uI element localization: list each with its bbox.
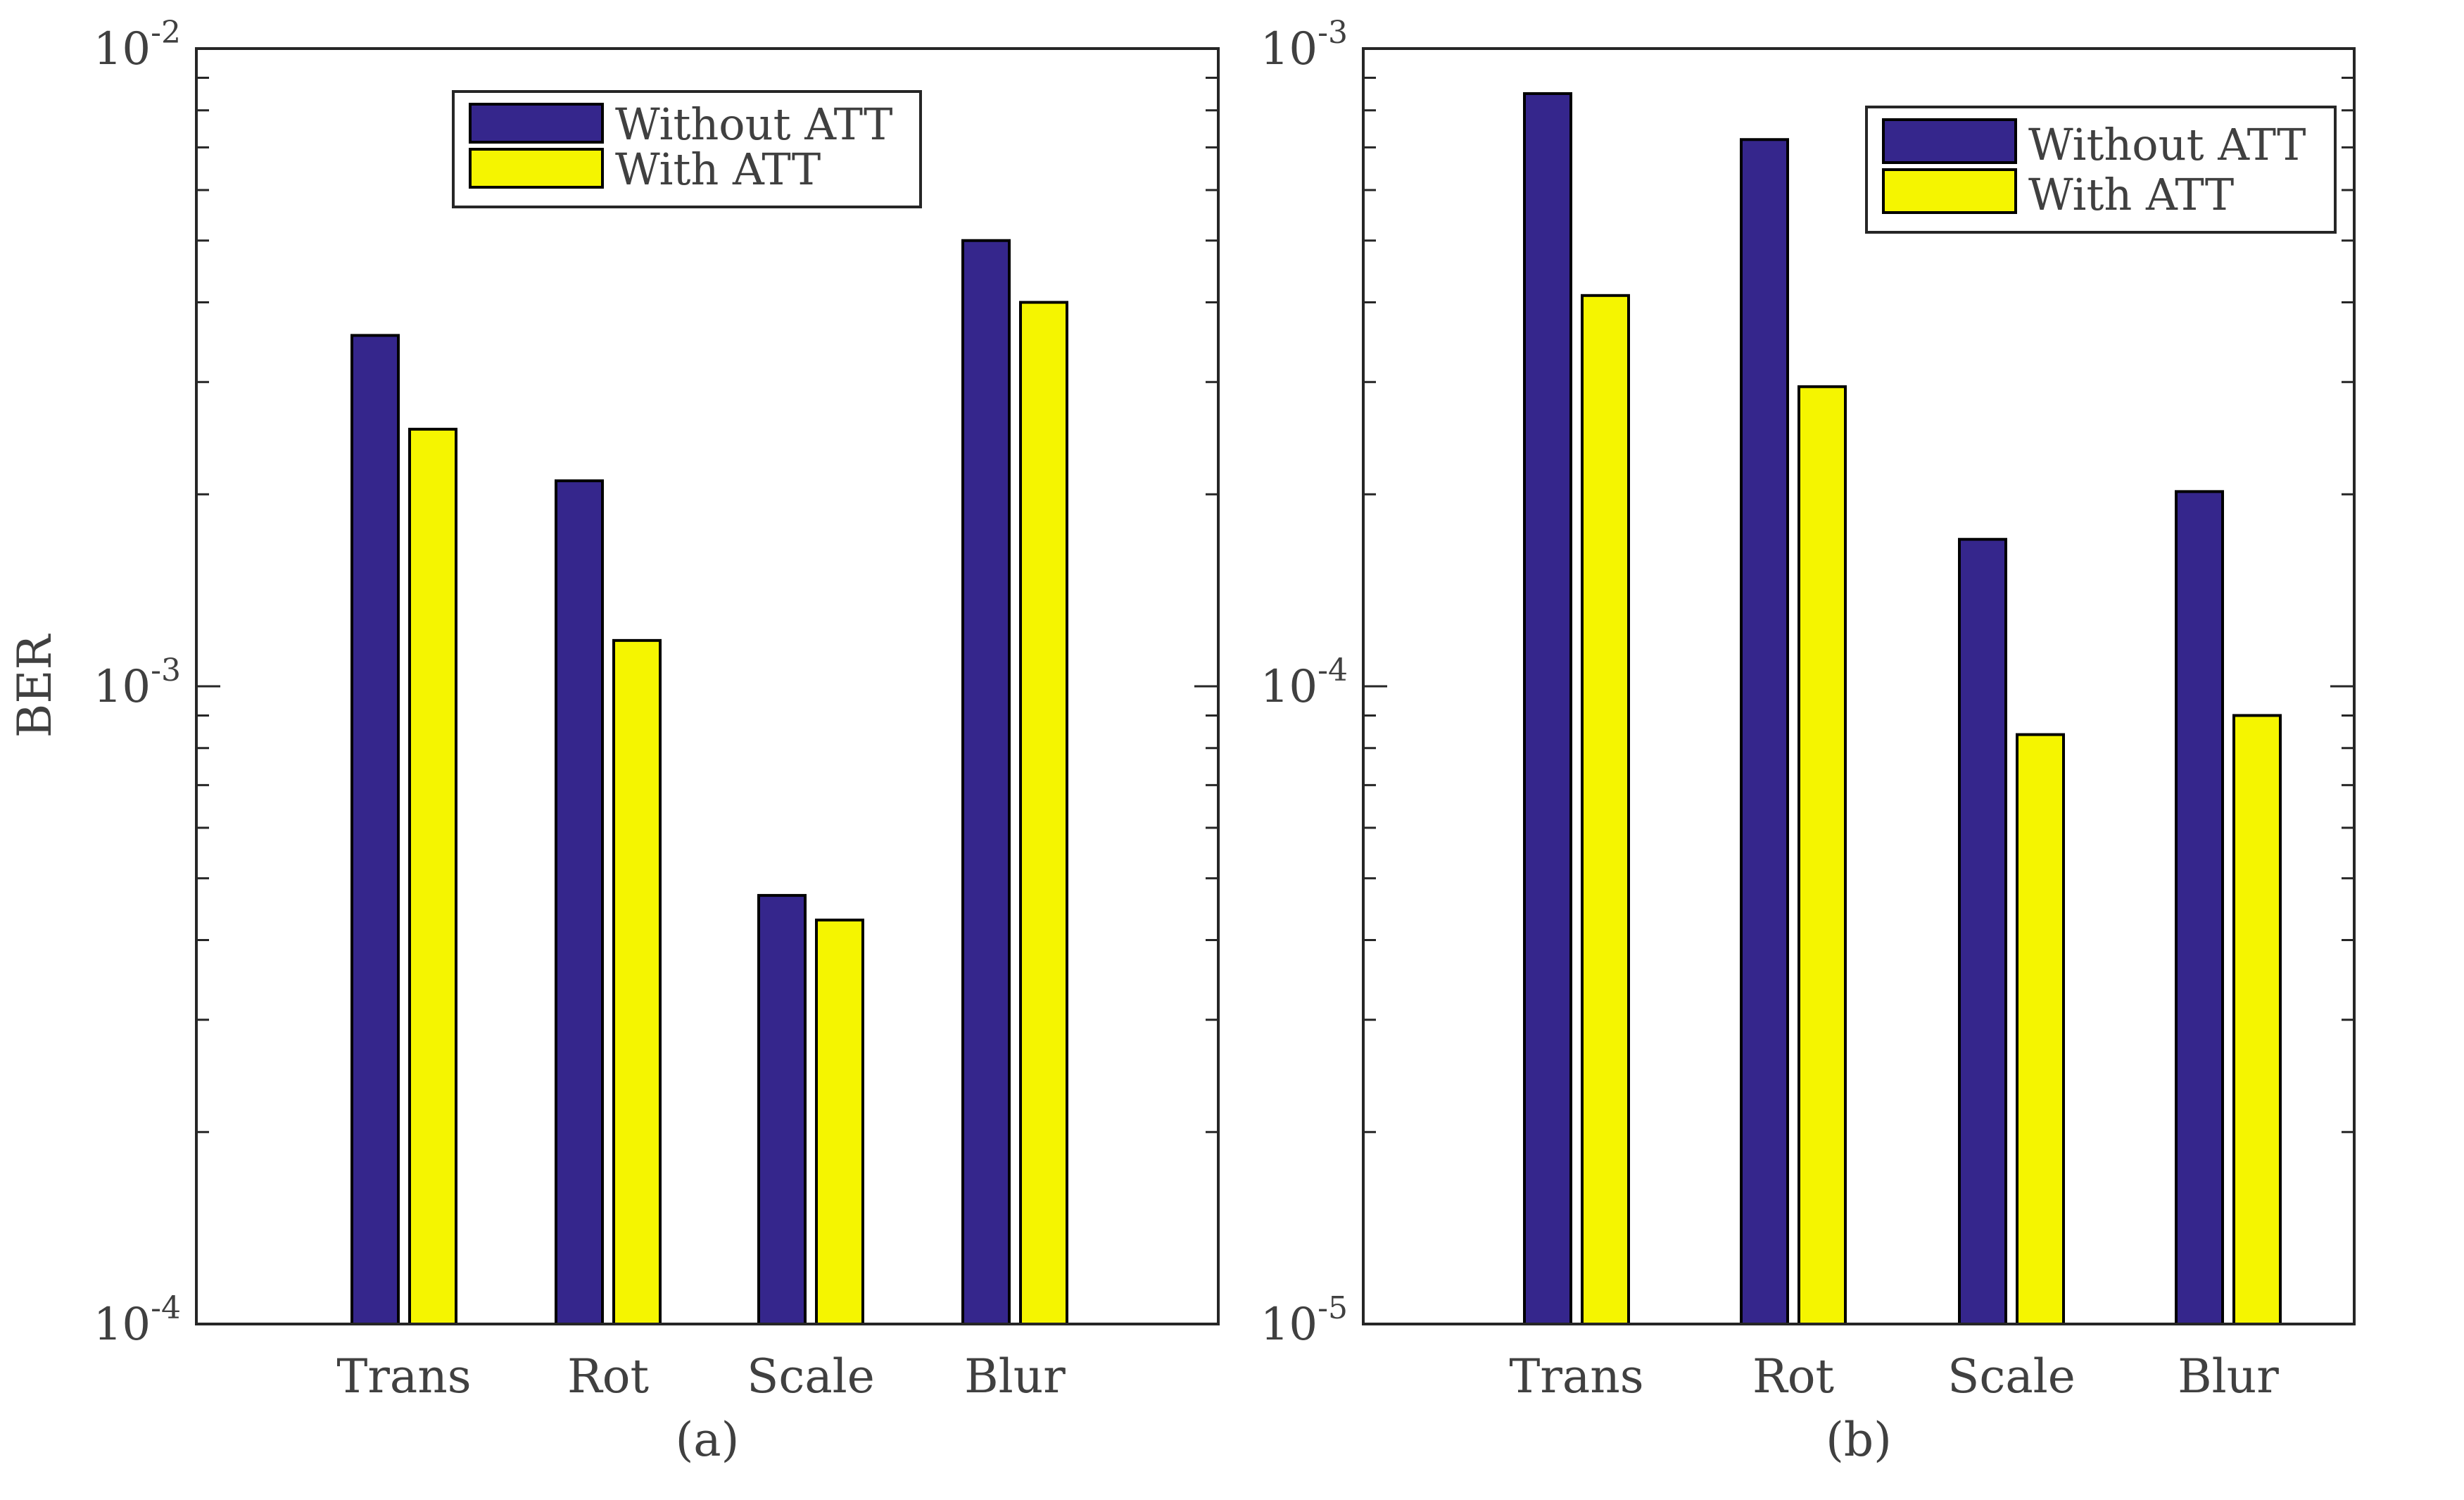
legend-label-without-att: Without ATT — [615, 99, 892, 150]
bar-rot-with-att — [1798, 385, 1847, 1325]
bar-rot-without-att — [555, 479, 604, 1325]
panel-label: (b) — [1826, 1413, 1892, 1467]
legend-label-without-att: Without ATT — [2028, 119, 2306, 170]
x-tick-label-blur: Blur — [2178, 1349, 2279, 1404]
y-tick-label: 10-4 — [1261, 653, 1348, 713]
legend-swatch-with-att — [1882, 168, 2017, 214]
legend-label-with-att: With ATT — [615, 144, 821, 195]
bar-scale-with-att — [815, 919, 864, 1326]
bar-scale-without-att — [757, 894, 807, 1325]
bar-blur-without-att — [2175, 490, 2224, 1325]
bar-scale-without-att — [1958, 538, 2007, 1325]
chart-panel-a: 10-4 10-3 10-2 Trans Rot Scale Blur (a) Without … — [94, 15, 1220, 1467]
x-tick-label-blur: Blur — [964, 1349, 1066, 1404]
y-tick-label: 10-3 — [94, 653, 181, 713]
bar-trans-without-att — [1523, 92, 1572, 1326]
bar-rot-with-att — [612, 638, 662, 1325]
chart-panel-b: 10-5 10-4 10-3 Trans Rot Scale Blur (b) Without … — [1261, 15, 2356, 1467]
bar-trans-without-att — [350, 334, 400, 1325]
bar-trans-with-att — [1581, 294, 1630, 1325]
axes-box — [1362, 47, 2356, 1325]
legend-swatch-with-att — [469, 148, 604, 189]
legend-label-with-att: With ATT — [2028, 169, 2234, 220]
y-axis-label: BER — [8, 634, 62, 738]
panel-label: (a) — [676, 1413, 740, 1467]
y-tick-label: 10-3 — [1261, 15, 1348, 75]
legend-swatch-without-att — [1882, 118, 2017, 164]
y-tick-label: 10-5 — [1261, 1290, 1348, 1351]
bar-blur-with-att — [2232, 714, 2282, 1325]
x-tick-label-scale: Scale — [747, 1349, 875, 1404]
legend-swatch-without-att — [469, 103, 604, 144]
y-tick-label: 10-4 — [94, 1290, 181, 1351]
bar-blur-without-att — [961, 239, 1011, 1326]
x-tick-label-scale: Scale — [1947, 1349, 2076, 1404]
bar-scale-with-att — [2016, 733, 2065, 1326]
bar-blur-with-att — [1019, 301, 1068, 1325]
bar-rot-without-att — [1740, 138, 1789, 1326]
y-tick-label: 10-2 — [94, 15, 181, 75]
x-tick-label-trans: Trans — [1509, 1349, 1643, 1404]
bar-trans-with-att — [408, 427, 457, 1325]
x-tick-label-trans: Trans — [336, 1349, 471, 1404]
x-tick-label-rot: Rot — [1752, 1349, 1834, 1404]
axes-box — [195, 47, 1220, 1325]
x-tick-label-rot: Rot — [567, 1349, 649, 1404]
